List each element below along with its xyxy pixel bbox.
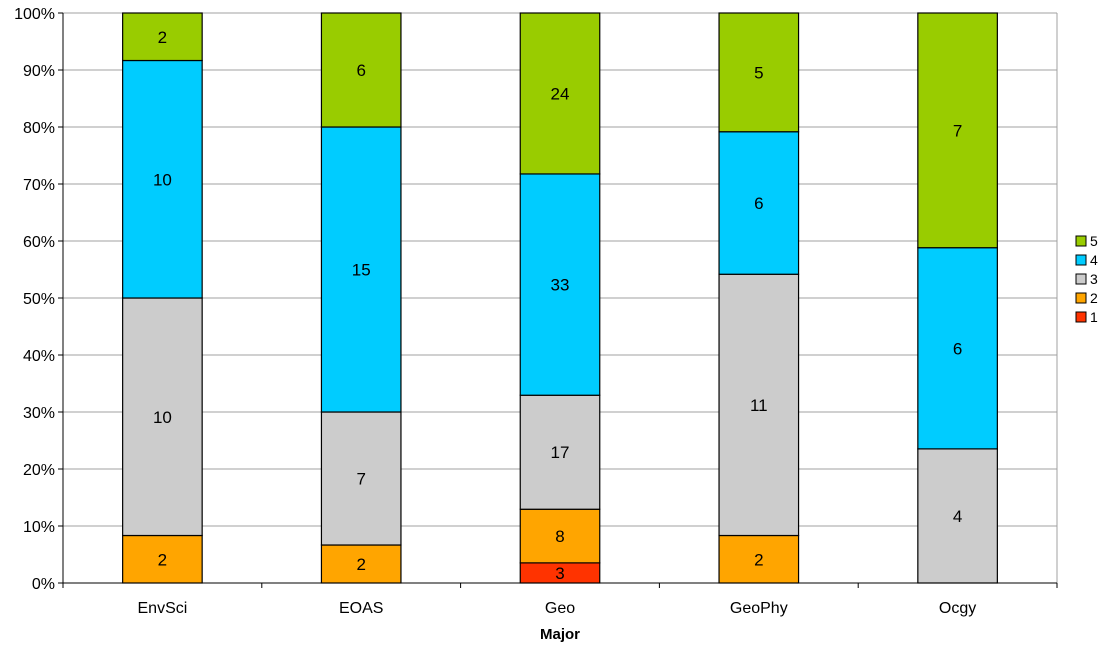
bar-segment — [122, 59, 203, 299]
y-tick-label: 60% — [23, 234, 55, 251]
bar-segment — [320, 126, 402, 413]
legend-swatch — [1075, 311, 1087, 323]
bar-stack-envsci: 2 10 10 2 — [122, 12, 203, 584]
y-tick-label: 20% — [23, 462, 55, 479]
data-label: 2 — [158, 28, 167, 47]
x-axis-title: Major — [540, 626, 580, 643]
bar-stack-geo: 3 8 17 33 24 — [519, 12, 601, 584]
legend-swatch — [1075, 273, 1087, 285]
data-label: 24 — [551, 84, 570, 103]
y-tick-label: 90% — [23, 63, 55, 80]
legend-swatch — [1075, 235, 1087, 247]
bar-stack-geophy: 2 11 6 5 — [718, 12, 800, 584]
data-label: 5 — [754, 63, 763, 82]
legend: 5 4 3 2 1 — [1075, 233, 1098, 325]
x-axis: EnvSci EOAS Geo GeoPhy Ocgy — [62, 582, 1058, 617]
data-label: 2 — [356, 555, 365, 574]
x-tick-label: EnvSci — [138, 600, 188, 617]
bar-segment — [519, 12, 601, 175]
bar-segment — [917, 12, 998, 249]
bar-segment — [718, 273, 800, 537]
legend-label: 1 — [1090, 309, 1098, 325]
bar-segment — [320, 544, 402, 584]
data-label: 33 — [551, 276, 570, 295]
data-label: 10 — [153, 170, 172, 189]
bar-segment — [917, 247, 998, 450]
bar-stack-eoas: 2 7 15 6 — [320, 12, 402, 584]
x-tick-label: Ocgy — [939, 600, 976, 617]
bar-segment — [122, 297, 203, 537]
y-tick-label: 40% — [23, 348, 55, 365]
y-tick-label: 100% — [14, 6, 55, 23]
data-label: 7 — [356, 470, 365, 489]
legend-label: 3 — [1090, 271, 1098, 287]
data-label: 4 — [953, 507, 962, 526]
y-tick-label: 80% — [23, 120, 55, 137]
data-label: 6 — [356, 61, 365, 80]
bar-segment — [320, 411, 402, 546]
bar-segment — [718, 131, 800, 275]
data-label: 3 — [555, 564, 564, 583]
bar-segment — [320, 12, 402, 128]
legend-label: 2 — [1090, 290, 1098, 306]
bar-stack-ocgy: 4 6 7 — [917, 12, 998, 584]
legend-label: 5 — [1090, 233, 1098, 249]
y-tick-label: 70% — [23, 177, 55, 194]
data-label: 6 — [754, 194, 763, 213]
data-label: 7 — [953, 121, 962, 140]
bar-segment — [718, 12, 800, 133]
data-label: 8 — [555, 527, 564, 546]
x-tick-label: GeoPhy — [730, 600, 788, 617]
bar-segment — [519, 508, 601, 564]
legend-swatch — [1075, 254, 1087, 266]
bar-segment — [122, 12, 203, 62]
legend-swatch — [1075, 292, 1087, 304]
data-label: 11 — [750, 396, 768, 415]
y-axis: 0% 10% 20% 30% 40% 50% 60% 70% 80% 90% 100% — [14, 6, 64, 593]
bar-segment — [519, 394, 601, 510]
y-tick-label: 30% — [23, 405, 55, 422]
data-label: 17 — [551, 443, 570, 462]
x-tick-label: EOAS — [339, 600, 383, 617]
bars: 2 10 10 2 2 7 15 6 3 8 17 33 24 2 11 6 5 4 6 7 — [122, 12, 998, 584]
y-tick-label: 10% — [23, 519, 55, 536]
bar-segment — [718, 534, 800, 584]
bar-segment — [519, 173, 601, 396]
bar-segment — [122, 534, 203, 584]
x-tick-label: Geo — [545, 600, 575, 617]
data-label: 6 — [953, 339, 962, 358]
bar-segment — [917, 448, 998, 584]
data-label: 2 — [158, 550, 167, 569]
data-label: 2 — [754, 550, 763, 569]
legend-label: 4 — [1090, 252, 1098, 268]
y-tick-label: 0% — [32, 576, 55, 593]
data-label: 10 — [153, 408, 172, 427]
y-tick-label: 50% — [23, 291, 55, 308]
data-label: 15 — [352, 261, 371, 280]
